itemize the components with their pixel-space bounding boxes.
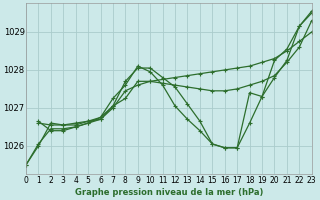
X-axis label: Graphe pression niveau de la mer (hPa): Graphe pression niveau de la mer (hPa) xyxy=(75,188,263,197)
